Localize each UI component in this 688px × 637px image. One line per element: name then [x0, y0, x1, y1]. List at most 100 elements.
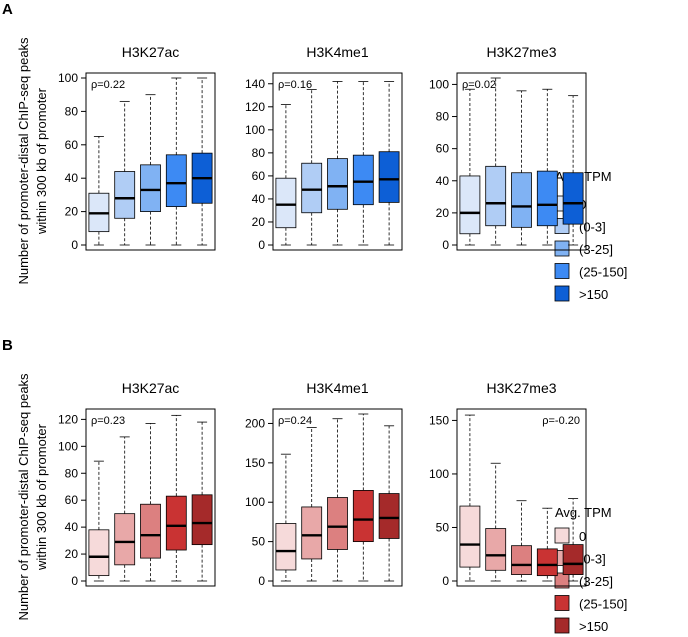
- y-tick-label: 40: [252, 192, 266, 206]
- y-tick-label: 20: [436, 206, 450, 220]
- legend-swatch: [554, 595, 570, 611]
- chart-a-h3k27me3: H3K27me3 ρ=0.02 0 20 40 60 80 100: [429, 44, 587, 252]
- box-iqr: [459, 505, 481, 568]
- box-2: [114, 100, 136, 246]
- box-1: [275, 104, 297, 246]
- box-2: [301, 426, 323, 582]
- chart-b-h3k27me3: H3K27me3 ρ=-0.20 0 50 100 150: [429, 380, 587, 588]
- box-2: [485, 77, 507, 246]
- box-iqr: [485, 165, 507, 227]
- box-iqr: [191, 494, 213, 546]
- box-iqr: [378, 151, 400, 203]
- box-5: [191, 421, 213, 582]
- legend-swatch: [554, 285, 570, 302]
- legend-swatch: [554, 240, 570, 257]
- y-axis-label: within 300 kb of promoter: [34, 87, 49, 235]
- y-tick-label: 20: [65, 205, 79, 219]
- y-tick-label: 60: [65, 493, 79, 507]
- y-tick-label: 100: [58, 439, 78, 453]
- legend-title: Avg. TPM: [555, 505, 612, 520]
- box-iqr: [275, 523, 297, 571]
- y-tick-label: 120: [245, 100, 265, 114]
- box-iqr: [352, 490, 374, 543]
- y-axis-label: Number of promoter-distal ChIP-seq peaks: [16, 373, 31, 621]
- box-3: [327, 81, 348, 246]
- y-tick-label: 100: [245, 123, 265, 137]
- panel-letter-a: A: [2, 1, 13, 18]
- y-tick-label: 80: [65, 104, 79, 118]
- y-tick-label: 0: [442, 238, 449, 252]
- box-iqr: [459, 175, 481, 235]
- box-1: [88, 460, 110, 582]
- box-5: [562, 95, 584, 246]
- y-tick-label: 150: [429, 413, 449, 427]
- rho-annotation: ρ=0.23: [91, 415, 125, 427]
- plot-frame: [272, 408, 403, 587]
- box-4: [352, 81, 374, 246]
- y-tick-label: 120: [58, 412, 78, 426]
- y-tick-label: 0: [258, 574, 265, 588]
- box-1: [459, 88, 481, 246]
- chart-title: H3K27me3: [486, 380, 556, 396]
- box-iqr: [301, 162, 323, 214]
- box-iqr: [114, 171, 136, 219]
- plot-frame: [456, 408, 587, 587]
- y-tick-label: 0: [71, 238, 78, 252]
- y-tick-label: 200: [245, 416, 265, 430]
- chart-a-h3k4me1: H3K4me1 ρ=0.16 0 20 40 60 80 100 120 140: [245, 44, 403, 252]
- box-iqr: [165, 495, 187, 551]
- legend-label: 0: [579, 529, 586, 544]
- y-tick-label: 80: [65, 466, 79, 480]
- y-tick-label: 40: [436, 174, 450, 188]
- y-tick-label: 100: [429, 77, 449, 91]
- legend-label: >150: [579, 619, 608, 634]
- y-tick-label: 0: [442, 574, 449, 588]
- legend-label: (3-25]: [579, 574, 613, 589]
- chart-title: H3K27ac: [122, 44, 180, 60]
- box-iqr: [275, 177, 297, 229]
- box-iqr: [378, 493, 400, 539]
- y-tick-label: 150: [245, 456, 265, 470]
- box-iqr: [301, 506, 323, 560]
- legend-label: (3-25]: [579, 242, 613, 257]
- y-tick-label: 100: [429, 467, 449, 481]
- y-tick-label: 60: [65, 138, 79, 152]
- y-tick-label: 100: [245, 495, 265, 509]
- legend-swatch: [554, 263, 570, 279]
- legend-label: (25-150]: [579, 597, 627, 612]
- legend-label: >150: [579, 287, 608, 302]
- box-iqr: [536, 548, 558, 577]
- y-tick-label: 80: [252, 146, 266, 160]
- plot-frame: [85, 72, 216, 251]
- box-4: [352, 413, 374, 582]
- box-5: [378, 81, 400, 246]
- y-tick-label: 0: [258, 238, 265, 252]
- box-4: [536, 88, 558, 246]
- rho-annotation: ρ=0.24: [278, 415, 312, 427]
- y-axis-label: within 300 kb of promoter: [34, 423, 49, 571]
- legend-swatch: [554, 617, 570, 634]
- y-axis-label: Number of promoter-distal ChIP-seq peaks: [16, 37, 31, 285]
- box-1: [459, 414, 481, 582]
- box-5: [191, 77, 213, 246]
- rho-annotation: ρ=-0.20: [542, 415, 580, 427]
- y-tick-label: 60: [436, 142, 450, 156]
- chart-title: H3K27me3: [486, 44, 556, 60]
- rho-annotation: ρ=0.16: [278, 79, 312, 91]
- chart-b-h3k4me1: H3K4me1 ρ=0.24 0 50 100 150 200: [245, 380, 403, 588]
- y-tick-label: 80: [436, 110, 450, 124]
- box-iqr: [485, 528, 507, 571]
- panel-letter-b: B: [2, 337, 13, 354]
- box-iqr: [562, 544, 584, 575]
- plot-frame: [272, 72, 403, 251]
- legend-swatch: [554, 572, 570, 589]
- box-2: [114, 436, 136, 582]
- rho-annotation: ρ=0.22: [91, 79, 125, 91]
- box-4: [536, 507, 558, 582]
- box-iqr: [88, 529, 110, 577]
- rho-annotation: ρ=0.02: [462, 79, 496, 91]
- box-3: [511, 90, 532, 246]
- legend-swatch: [554, 527, 570, 544]
- box-4: [165, 414, 187, 582]
